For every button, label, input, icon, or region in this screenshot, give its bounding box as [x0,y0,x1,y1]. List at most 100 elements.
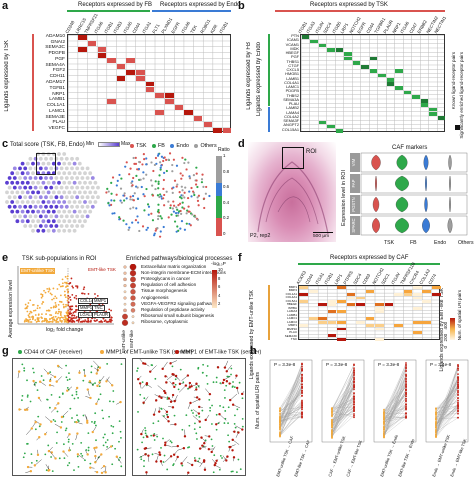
g-sender-cell [29,470,33,473]
g-caf-cell [110,424,113,427]
c-spot [15,219,20,224]
d-violin-shape [449,196,451,213]
g-caf-cell [139,393,142,396]
c-cell-point [171,191,174,194]
g-sender-cell [172,453,176,456]
h-pair-line [383,390,407,437]
c-spot [83,200,87,204]
c-cell-point [151,184,154,187]
c-spot [75,204,80,209]
c-spot [38,214,43,219]
c-cell-point [125,197,128,200]
c-cell-point [154,229,157,232]
f-ligand-4: COL5A1 [285,298,297,303]
c-cell-point [110,192,113,195]
g-lri-link [34,419,41,425]
e-gene-point [85,320,88,323]
e-gene-point [102,317,105,320]
c-spot [23,214,28,219]
e-gene-point [67,294,70,297]
c-spot [10,180,15,185]
f-ligand-12: MMP10 [286,326,297,331]
c-cell-point [157,152,160,156]
g-caf-cell [82,414,85,417]
g-caf-cell [150,364,153,366]
h-point-like [353,384,355,387]
c-spot [59,195,64,200]
c-cell-point [202,185,205,188]
c-spot [10,200,15,204]
h-pair-line [435,417,459,433]
h-pair-line [279,374,303,428]
c-cell-point [180,177,183,180]
e-scale-tick: 4 [218,292,221,298]
h-point-like [457,407,459,410]
g-caf-cell [206,365,209,367]
c-spot [20,190,25,195]
e-gene-point [52,297,55,300]
g-caf-cell [99,393,102,396]
h-point-like [405,400,407,403]
c-cell-point [158,195,161,199]
e-gene-point [43,317,46,320]
c-cell-point [107,190,110,193]
c-cell-point [184,158,187,161]
e-gene-point [72,317,75,319]
h-point-like [405,416,407,419]
f-lri-cell [327,303,337,307]
a-pair-cell [222,127,232,133]
c-spot [31,200,35,204]
g-caf-cell [239,468,242,471]
e-pathway: Angiogenesis [141,294,169,300]
panel-c-ratio-ticks: 1 0.8 0.6 0.4 0.2 0 [223,153,233,238]
g-sender-cell [76,453,80,456]
c-spot [7,185,12,190]
g-caf-cell [206,382,209,385]
c-cell-point [156,194,160,197]
g-caf-cell [230,470,233,473]
g-caf-cell [241,417,244,420]
g-lri-link [26,428,32,435]
e-gene-point [75,297,78,300]
g-sender-cell [119,400,122,404]
h-point-like [405,389,407,392]
e-gene-point [36,307,39,310]
f-lri-cell [337,320,346,324]
g-caf-cell [187,387,189,390]
h-pair-line [331,403,355,416]
c-spot [31,171,35,176]
c-spot [67,228,72,233]
h-point-like [353,409,355,411]
g-caf-cell [20,399,23,402]
g-sender-cell [164,375,167,378]
e-gene-point [94,293,96,295]
g-sender-cell [214,462,217,465]
c-cell-point [172,186,175,189]
g-sender-cell [140,432,143,436]
e-gene-point [38,306,41,309]
g-sender-cell [225,380,229,383]
c-spot [51,190,56,195]
e-gene-point [71,314,74,317]
g-caf-cell [114,447,117,450]
e-gene-point [69,296,71,299]
g-lri-link [166,374,174,381]
g-caf-cell [190,409,193,412]
e-pathway: Ribosomal small subunit biogenesis [141,313,215,319]
g-sender-cell [54,457,57,460]
e-enrich-dot-like [130,289,136,295]
f-lri-cell [394,324,403,327]
c-spot [20,180,25,185]
c-spot [64,195,69,200]
c-spot [70,204,74,209]
g-sender-cell [231,403,235,406]
f-lri-cell [365,317,375,321]
a-pair-cell [184,110,193,116]
panel-c-ratio-label: Ratio [218,147,230,153]
e-gene-point [66,285,69,287]
g-sender-cell [50,420,53,423]
e-gene-point [49,292,52,295]
c-spot [49,214,54,219]
c-spot [49,195,54,200]
g-caf-cell [224,410,227,412]
